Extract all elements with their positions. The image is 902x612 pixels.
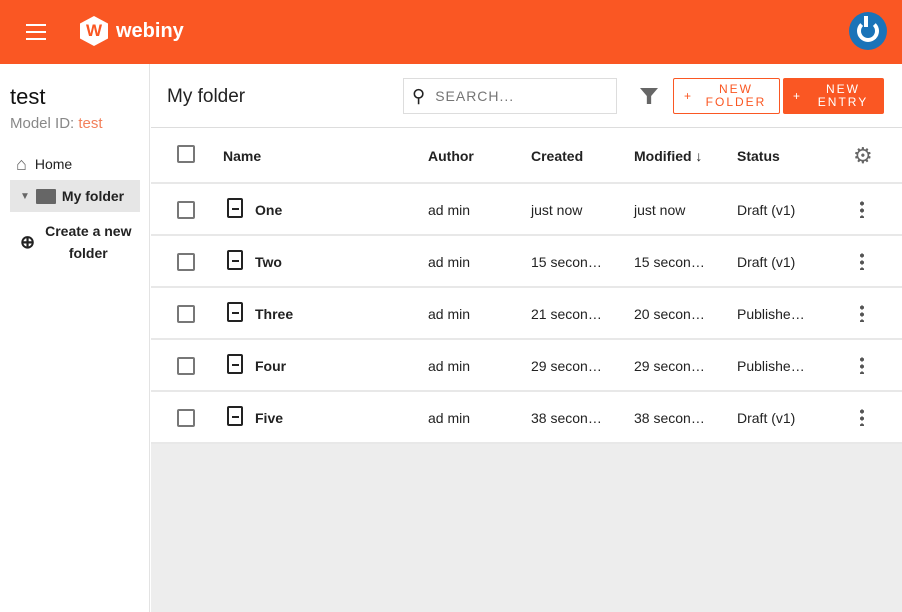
document-icon [227,406,243,426]
power-icon [857,16,879,42]
entry-name[interactable]: Four [255,358,287,374]
add-circle-icon: ⊕ [20,232,36,252]
filter-icon[interactable] [640,88,658,104]
home-label: Home [34,156,73,172]
more-options-icon[interactable] [860,304,864,322]
entry-author: ad min [428,358,471,374]
entry-name[interactable]: Five [255,410,284,426]
entry-author: ad min [428,306,471,322]
entry-modified: 29 secon… [634,358,705,374]
search-input[interactable] [435,88,596,104]
more-options-icon[interactable] [860,200,864,218]
column-status[interactable]: Status [737,148,780,164]
new-entry-label: NEW ENTRY [802,83,884,109]
new-folder-button[interactable]: + NEW FOLDER [673,78,780,114]
table-row[interactable]: Five ad min 38 secon… 38 secon… Draft (v… [151,392,902,444]
model-id-value: test [78,115,103,132]
home-icon: ⌂ [16,153,27,174]
column-modified[interactable]: Modified ↓ [634,148,703,164]
menu-icon[interactable] [26,24,46,40]
folder-icon [35,188,56,204]
entry-name[interactable]: Three [255,306,294,322]
more-options-icon[interactable] [860,252,864,270]
entry-status: Draft (v1) [737,410,796,426]
search-box[interactable]: ⚲ [403,78,617,114]
entry-author: ad min [428,202,471,218]
logo-mark: W [80,16,108,46]
search-icon: ⚲ [412,85,426,106]
entry-created: just now [531,202,583,218]
create-folder-button[interactable]: ⊕ Create a new folder [20,220,131,264]
table-row[interactable]: Two ad min 15 secon… 15 secon… Draft (v1… [151,236,902,288]
column-created[interactable]: Created [531,148,584,164]
label-line: NEW [826,82,860,96]
row-checkbox[interactable] [177,409,195,427]
label-line: ENTRY [817,95,869,109]
logo-text: webiny [116,19,184,42]
sidebar-item-my-folder[interactable]: ▼ My folder [10,180,140,212]
create-line-2: folder [68,245,108,261]
model-title: test [10,84,46,109]
model-id: Model ID: test [10,115,103,132]
entry-modified: just now [634,202,686,218]
table-row[interactable]: Four ad min 29 secon… 29 secon… Publishe… [151,340,902,392]
settings-gear-icon[interactable]: ⚙ [853,143,873,168]
entry-created: 38 secon… [531,410,602,426]
new-folder-label: NEW FOLDER [693,83,779,109]
row-checkbox[interactable] [177,253,195,271]
new-entry-button[interactable]: + NEW ENTRY [783,78,884,114]
column-author[interactable]: Author [428,148,474,164]
entry-modified: 20 secon… [634,306,705,322]
table-row[interactable]: One ad min just now just now Draft (v1) [151,184,902,236]
label-line: NEW [719,82,753,96]
row-checkbox[interactable] [177,201,195,219]
document-icon [227,302,243,322]
folder-label: My folder [61,188,125,204]
table-header: Name Author Created Modified ↓ Status ⚙ [151,128,902,184]
entry-status: Draft (v1) [737,202,796,218]
entry-created: 29 secon… [531,358,602,374]
plus-icon: + [793,89,803,103]
row-checkbox[interactable] [177,357,195,375]
document-icon [227,198,243,218]
table-row[interactable]: Three ad min 21 secon… 20 secon… Publish… [151,288,902,340]
plus-icon: + [684,89,694,103]
document-icon [227,250,243,270]
entry-modified: 38 secon… [634,410,705,426]
sidebar: test Model ID: test ⌂ Home ▼ My folder ⊕ Cr… [0,64,150,612]
entry-status: Publishe… [737,306,805,322]
more-options-icon[interactable] [860,408,864,426]
caret-down-icon: ▼ [20,190,30,202]
page-title: My folder [167,86,246,107]
more-options-icon[interactable] [860,356,864,374]
entry-created: 15 secon… [531,254,602,270]
column-name[interactable]: Name [223,148,262,164]
select-all-checkbox[interactable] [177,145,195,163]
document-icon [227,354,243,374]
entry-status: Publishe… [737,358,805,374]
user-avatar[interactable] [849,12,887,50]
sidebar-item-home[interactable]: ⌂ Home [10,148,140,180]
create-line-1: Create a new [45,223,132,239]
entry-created: 21 secon… [531,306,602,322]
model-id-label: Model ID: [10,115,75,132]
entry-name[interactable]: Two [255,254,282,270]
entry-name[interactable]: One [255,202,283,218]
entry-status: Draft (v1) [737,254,796,270]
create-folder-label: Create a new folder [45,220,131,264]
row-checkbox[interactable] [177,305,195,323]
entry-author: ad min [428,254,471,270]
label-line: FOLDER [705,95,767,109]
entry-author: ad min [428,410,471,426]
entry-modified: 15 secon… [634,254,705,270]
